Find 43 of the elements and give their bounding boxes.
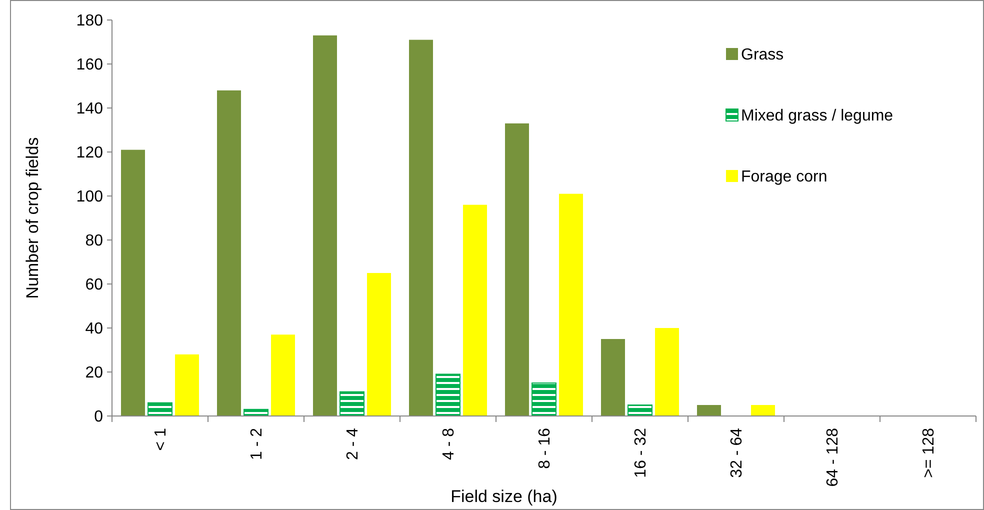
y-tick-label: 80 — [85, 232, 104, 250]
x-tick-label: 16 - 32 — [632, 428, 650, 478]
bar — [436, 374, 460, 416]
bar — [175, 354, 199, 416]
legend-label: Forage corn — [741, 168, 828, 186]
x-axis-title: Field size (ha) — [450, 487, 558, 506]
bar — [628, 404, 652, 416]
y-tick-label: 0 — [94, 408, 104, 426]
bar — [655, 328, 679, 416]
bar — [148, 402, 172, 416]
y-tick-label: 180 — [76, 12, 104, 30]
bar — [313, 35, 337, 416]
bar — [121, 150, 145, 416]
x-tick-label: >= 128 — [920, 428, 938, 478]
x-tick-label: 1 - 2 — [248, 428, 266, 460]
x-tick-label: 8 - 16 — [536, 428, 554, 469]
x-tick-label: 64 - 128 — [824, 428, 842, 487]
x-tick-label: 2 - 4 — [344, 428, 362, 460]
y-tick-label: 60 — [85, 276, 104, 294]
bar — [559, 194, 583, 416]
bar — [271, 334, 295, 416]
bar — [697, 405, 721, 416]
bar — [367, 273, 391, 416]
y-tick-label: 160 — [76, 56, 104, 74]
y-tick-label: 100 — [76, 188, 104, 206]
x-tick-label: 4 - 8 — [440, 428, 458, 460]
bar — [463, 204, 487, 416]
legend-label: Grass — [741, 46, 784, 64]
bar — [340, 391, 364, 416]
x-tick-label: 32 - 64 — [728, 428, 746, 478]
bar — [505, 123, 529, 416]
bar — [751, 405, 775, 416]
y-axis-title: Number of crop fields — [23, 137, 42, 299]
bar — [217, 90, 241, 416]
y-tick-label: 40 — [85, 320, 104, 338]
bar — [409, 40, 433, 416]
y-tick-label: 20 — [85, 364, 104, 382]
bar — [532, 382, 556, 416]
legend-label: Mixed grass / legume — [741, 108, 894, 125]
y-tick-label: 120 — [76, 144, 104, 162]
y-tick-label: 140 — [76, 100, 104, 118]
bar — [601, 339, 625, 416]
x-tick-label: < 1 — [152, 428, 170, 451]
